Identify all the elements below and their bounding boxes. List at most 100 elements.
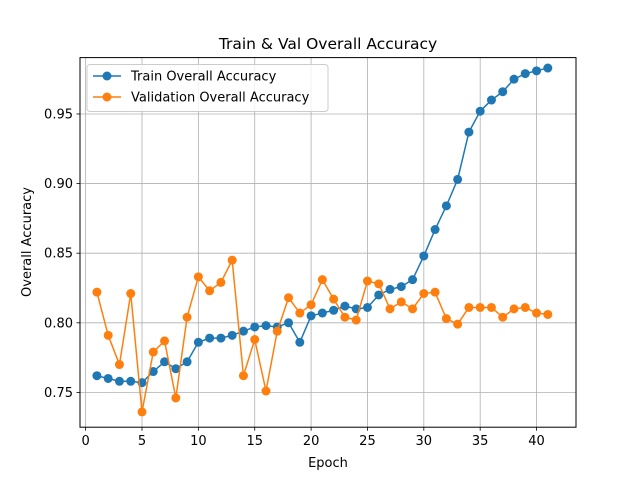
data-point-validation — [238, 371, 248, 381]
data-point-train — [408, 275, 418, 285]
data-point-validation — [126, 289, 136, 299]
data-point-validation — [227, 255, 237, 265]
data-point-validation — [464, 302, 474, 312]
data-point-validation — [408, 304, 418, 314]
data-point-validation — [385, 304, 395, 314]
x-tick-label: 5 — [138, 434, 146, 449]
data-point-train — [340, 301, 350, 311]
data-point-train — [103, 373, 113, 383]
data-point-train — [205, 333, 215, 343]
data-point-validation — [137, 407, 147, 417]
data-point-validation — [205, 286, 215, 296]
x-tick-label: 0 — [81, 434, 89, 449]
data-point-validation — [475, 302, 485, 312]
data-point-validation — [509, 304, 519, 314]
legend: Train Overall Accuracy Validation Overal… — [86, 64, 329, 112]
data-point-train — [362, 302, 372, 312]
data-point-train — [261, 321, 271, 331]
y-tick-label: 0.95 — [44, 107, 73, 122]
legend-marker-train — [102, 71, 112, 81]
data-point-validation — [532, 308, 542, 318]
data-point-validation — [340, 312, 350, 322]
data-point-train — [498, 87, 508, 97]
series-layer — [92, 63, 553, 417]
legend-label-train: Train Overall Accuracy — [130, 70, 277, 85]
data-point-train — [92, 371, 102, 381]
data-point-train — [193, 337, 203, 347]
data-point-train — [126, 376, 136, 386]
data-point-train — [543, 63, 553, 73]
data-point-validation — [396, 297, 406, 307]
data-point-train — [520, 69, 530, 79]
plot-frame — [79, 57, 577, 428]
y-axis-label: Overall Accuracy — [20, 187, 35, 297]
data-point-train — [475, 106, 485, 116]
x-tick-label: 20 — [303, 434, 320, 449]
data-point-validation — [441, 314, 451, 324]
tick-layer: 0 5 10 15 20 25 30 35 40 0.75 0.80 0.85 0.90 0.95 — [44, 107, 545, 449]
data-point-validation — [520, 302, 530, 312]
x-tick-label: 40 — [528, 434, 545, 449]
data-point-train — [329, 305, 339, 315]
x-tick-label: 15 — [246, 434, 263, 449]
x-axis-label: Epoch — [308, 456, 348, 471]
data-point-validation — [148, 347, 158, 357]
x-tick-label: 25 — [359, 434, 376, 449]
data-point-validation — [182, 312, 192, 322]
data-point-train — [171, 364, 181, 374]
data-point-validation — [486, 302, 496, 312]
data-point-train — [509, 74, 519, 84]
data-point-validation — [284, 293, 294, 303]
grid-layer — [80, 57, 576, 428]
data-point-train — [238, 326, 248, 336]
data-point-train — [160, 357, 170, 367]
y-tick-label: 0.85 — [44, 247, 73, 262]
data-point-train — [216, 333, 226, 343]
data-point-validation — [419, 289, 429, 299]
data-point-train — [317, 308, 327, 318]
data-point-train — [419, 251, 429, 261]
data-point-train — [227, 330, 237, 340]
data-point-validation — [317, 275, 327, 285]
data-point-validation — [92, 287, 102, 297]
data-point-train — [430, 225, 440, 235]
data-point-validation — [329, 294, 339, 304]
data-point-train — [396, 282, 406, 292]
data-point-validation — [543, 309, 553, 319]
legend-box — [86, 64, 329, 112]
data-point-train — [486, 95, 496, 105]
data-point-validation — [193, 272, 203, 282]
data-point-validation — [498, 312, 508, 322]
data-point-train — [453, 174, 463, 184]
data-point-train — [532, 66, 542, 76]
data-point-validation — [306, 300, 316, 310]
data-point-train — [295, 337, 305, 347]
data-point-validation — [362, 276, 372, 286]
data-point-train — [306, 311, 316, 321]
data-point-train — [182, 357, 192, 367]
data-point-validation — [114, 360, 124, 370]
data-point-validation — [216, 277, 226, 287]
legend-label-validation: Validation Overall Accuracy — [131, 91, 310, 106]
data-point-train — [441, 201, 451, 211]
x-tick-label: 30 — [416, 434, 433, 449]
data-point-train — [148, 367, 158, 377]
data-point-validation — [430, 287, 440, 297]
data-point-validation — [171, 393, 181, 403]
data-point-train — [114, 376, 124, 386]
data-point-validation — [250, 334, 260, 344]
data-point-train — [464, 127, 474, 137]
data-point-validation — [103, 330, 113, 340]
data-point-validation — [374, 279, 384, 289]
chart-title: Train & Val Overall Accuracy — [218, 35, 437, 53]
data-point-validation — [453, 319, 463, 329]
y-tick-label: 0.80 — [44, 316, 73, 331]
data-point-train — [284, 318, 294, 328]
y-tick-label: 0.75 — [44, 386, 73, 401]
data-point-train — [374, 290, 384, 300]
x-tick-label: 35 — [472, 434, 489, 449]
data-point-train — [385, 284, 395, 294]
data-point-validation — [295, 308, 305, 318]
data-point-validation — [160, 336, 170, 346]
